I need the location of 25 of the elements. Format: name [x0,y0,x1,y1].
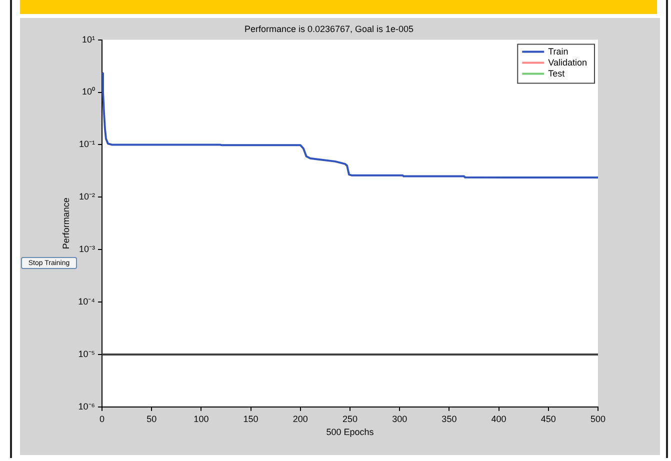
x-tick-label: 450 [540,414,556,424]
x-tick-label: 100 [194,414,209,424]
y-tick-label: 10⁻⁵ [78,349,96,360]
x-tick-label: 0 [99,414,105,424]
chart-title: Performance is 0.0236767, Goal is 1e-005 [244,24,414,34]
x-tick-label: 350 [442,414,457,424]
y-tick-label: 10⁻³ [78,244,95,254]
x-tick-label: 300 [392,414,408,424]
legend-label: Test [548,68,566,78]
y-tick-label: 10¹ [82,34,95,44]
y-tick-label: 10⁻² [78,192,95,202]
x-tick-label: 50 [146,414,157,424]
x-tick-label: 400 [491,414,506,424]
x-tick-label: 250 [342,414,358,424]
legend-label: Train [548,46,568,56]
y-tick-label: 10⁰ [82,86,95,97]
y-axis-title: Performance [60,198,71,250]
y-tick-label: 10⁻¹ [78,139,95,150]
x-tick-label: 150 [243,414,258,424]
y-tick-label: 10⁻⁶ [78,401,96,412]
x-tick-label: 200 [292,414,308,424]
x-tick-label: 500 [590,414,606,424]
y-tick-label: 10⁻⁴ [78,296,96,307]
x-axis-title: 500 Epochs [326,427,374,438]
legend-label: Validation [548,57,588,68]
